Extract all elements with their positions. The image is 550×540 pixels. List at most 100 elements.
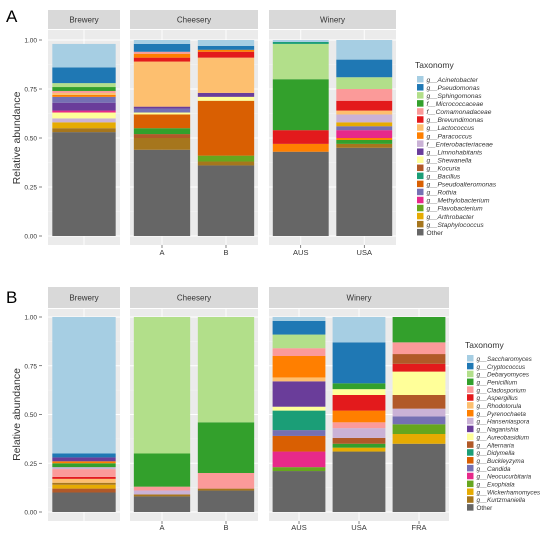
- legend-label: g__Aureobasidium: [477, 434, 530, 441]
- bar-segment: [133, 43, 191, 52]
- legend-label: Other: [477, 505, 493, 512]
- bar-fra: [392, 317, 446, 512]
- legend-label: g__Staphylococcus: [427, 222, 485, 229]
- panel-B: B Relative abundance 0.00 0.25 0.50 0.75 1.00 B…: [6, 287, 541, 532]
- legend-swatch: [417, 124, 424, 131]
- facet-strip: [130, 10, 258, 29]
- bar-segment: [272, 41, 329, 44]
- bar-segment: [336, 59, 393, 78]
- bar-segment: [392, 363, 446, 372]
- y-tick-label: 0.75: [24, 87, 37, 94]
- bar-segment: [272, 130, 329, 144]
- legend-label: g__Neocucurbitaria: [477, 474, 532, 481]
- legend-label: g__Alternaria: [477, 442, 515, 449]
- bar-aus: [272, 40, 329, 236]
- y-tick-label: 0.50: [24, 136, 37, 143]
- legend-swatch: [417, 156, 424, 163]
- legend-label: f__Enterobacteriaceae: [427, 141, 494, 148]
- legend-swatch: [417, 76, 424, 83]
- bar-brewery: [52, 317, 116, 512]
- y-tick-label: 0.75: [24, 363, 37, 370]
- legend-label: g__Buckleyzyma: [477, 458, 525, 465]
- bar-usa: [336, 40, 393, 236]
- y-axis-title: Relative abundance: [11, 91, 23, 184]
- legend-swatch: [467, 472, 474, 480]
- x-tick-label: A: [159, 523, 164, 532]
- bar-segment: [392, 416, 446, 425]
- bar-segment: [52, 488, 116, 493]
- panel-label: A: [6, 7, 18, 26]
- bar-segment: [133, 112, 191, 115]
- bar-segment: [336, 143, 393, 148]
- legend-swatch: [417, 228, 424, 236]
- bar-segment: [52, 43, 116, 68]
- bar-segment: [332, 422, 386, 429]
- bar-segment: [392, 443, 446, 512]
- bar-segment: [197, 473, 255, 489]
- legend-label: g__Cryptococcus: [477, 364, 527, 371]
- bar-segment: [332, 389, 386, 395]
- bar-segment: [52, 96, 116, 103]
- bar-segment: [272, 143, 329, 152]
- bar-segment: [133, 486, 191, 491]
- bar-segment: [197, 488, 255, 491]
- legend-swatch: [417, 220, 424, 228]
- legend-swatch: [417, 108, 424, 115]
- y-tick-label: 0.00: [24, 234, 37, 241]
- bar-usa: [332, 317, 386, 512]
- bar-segment: [133, 490, 191, 495]
- bar-segment: [52, 463, 116, 468]
- bar-segment: [332, 447, 386, 452]
- bar-segment: [52, 67, 116, 84]
- legend-label: g__Kocuria: [427, 165, 461, 172]
- bar-segment: [133, 496, 191, 512]
- bar-segment: [52, 461, 116, 464]
- bar-segment: [52, 482, 116, 485]
- bar-segment: [52, 492, 116, 512]
- bar-segment: [336, 126, 393, 131]
- bar-segment: [197, 45, 255, 50]
- legend-label: g__Exophiala: [477, 482, 516, 489]
- bar-segment: [133, 61, 191, 107]
- legend-swatch: [417, 116, 424, 123]
- legend-swatch: [467, 504, 474, 511]
- bar-segment: [272, 40, 329, 42]
- legend-label: g__Cladosporium: [477, 387, 526, 394]
- legend-swatch: [467, 480, 474, 488]
- bar-segment: [272, 348, 326, 356]
- x-tick-label: AUS: [291, 523, 306, 532]
- legend-swatch: [467, 488, 474, 495]
- legend-swatch: [467, 425, 474, 433]
- bar-segment: [272, 435, 326, 452]
- bar-segment: [272, 320, 326, 335]
- legend-label: f__Comamonadaceae: [427, 109, 492, 116]
- bar-segment: [133, 40, 191, 44]
- bar-segment: [197, 100, 255, 156]
- bar-segment: [197, 165, 255, 236]
- bar-segment: [392, 342, 446, 355]
- bar-segment: [336, 130, 393, 138]
- bar-aus: [272, 317, 326, 512]
- bar-segment: [197, 317, 255, 423]
- x-tick-label: USA: [351, 523, 366, 532]
- legend-swatch: [417, 204, 424, 212]
- legend-swatch: [467, 464, 474, 472]
- bar-segment: [272, 356, 326, 378]
- bar-segment: [392, 434, 446, 444]
- legend-label: g__Wickerhamomyces: [477, 489, 541, 496]
- bar-segment: [332, 410, 386, 423]
- bar-segment: [52, 467, 116, 470]
- y-tick-label: 0.25: [24, 185, 37, 192]
- legend-swatch: [467, 457, 474, 464]
- bar-segment: [272, 334, 326, 349]
- legend-label: g__Hanseniaspora: [477, 419, 530, 426]
- legend-swatch: [467, 386, 474, 393]
- bar-segment: [197, 57, 255, 93]
- legend-swatch: [467, 362, 474, 370]
- facet-label: Winery: [347, 294, 372, 303]
- bar-segment: [336, 100, 393, 111]
- legend-label: g__Paracoccus: [427, 133, 473, 140]
- bar-brewery: [52, 43, 116, 236]
- bar-segment: [52, 118, 116, 123]
